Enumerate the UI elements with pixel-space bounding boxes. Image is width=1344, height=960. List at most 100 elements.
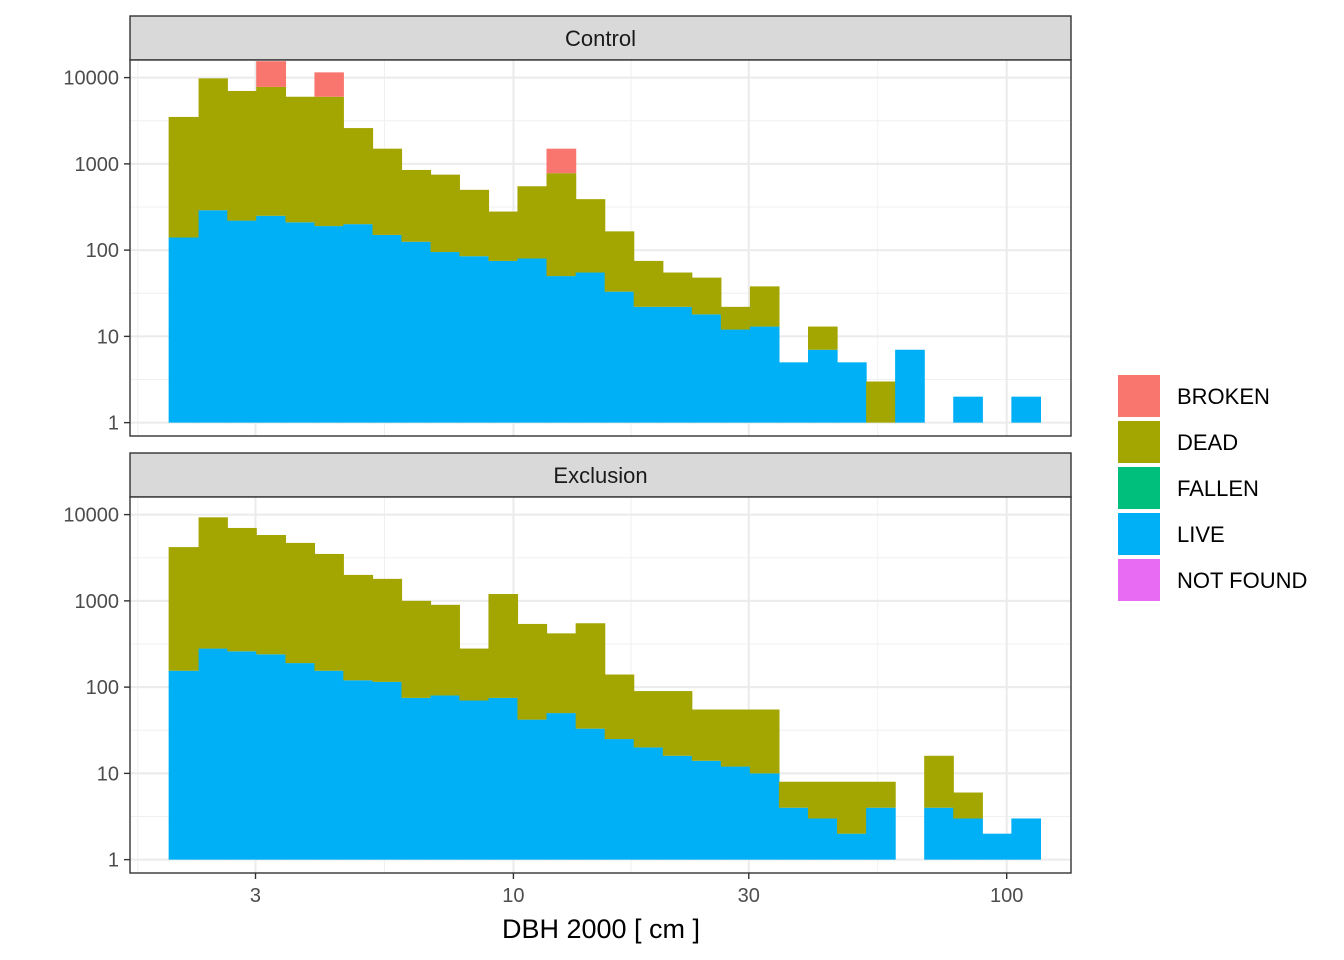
bar-live [749, 773, 780, 860]
bar-broken [314, 72, 344, 97]
bar-dead [662, 691, 693, 756]
bar-dead [488, 211, 519, 261]
bar-live [633, 747, 664, 860]
x-tick-label: 30 [738, 885, 760, 907]
bar-live [982, 833, 1012, 860]
bars [168, 61, 1041, 423]
bar-live [778, 362, 809, 423]
bar-live [749, 326, 780, 423]
bar-dead [924, 755, 954, 808]
bar-dead [343, 574, 374, 681]
bar-dead [459, 648, 490, 701]
bar-dead [488, 594, 519, 698]
bar-live [343, 680, 374, 860]
bar-live [372, 234, 403, 423]
bar-live [691, 314, 722, 423]
panel-border [129, 59, 1072, 437]
bars [168, 517, 1041, 860]
bar-dead [168, 116, 200, 238]
legend-key-dead [1118, 421, 1160, 463]
legend-label: DEAD [1177, 430, 1238, 455]
bar-dead [604, 674, 635, 740]
bar-live [285, 663, 316, 860]
facet-panels: Control 1 10 100 1000 10000 Exclusion 1 10 100 100… [63, 15, 1072, 874]
bar-dead [691, 277, 722, 315]
y-tick-label: 1 [108, 850, 119, 872]
legend-key-broken [1118, 375, 1160, 417]
bar-live [459, 700, 490, 860]
x-tick-label: 100 [990, 885, 1023, 907]
bar-live [1011, 396, 1041, 423]
bar-live [953, 818, 983, 860]
bar-live [198, 648, 228, 860]
bar-live [227, 220, 257, 423]
legend-label: NOT FOUND [1177, 568, 1307, 593]
bar-dead [517, 623, 548, 720]
bar-dead [343, 128, 374, 225]
bar-live [575, 272, 606, 423]
bar-live [924, 807, 954, 860]
bar-live [778, 807, 809, 860]
bar-dead [691, 709, 722, 761]
bar-dead [372, 148, 403, 235]
y-tick-label: 10 [97, 326, 119, 348]
y-axis: 1 10 100 1000 10000 [63, 68, 130, 435]
facet-strip-label: Exclusion [553, 463, 647, 488]
y-tick-label: 10000 [63, 68, 119, 90]
bar-live [604, 739, 635, 860]
bar-dead [227, 527, 257, 652]
bar-dead [807, 326, 838, 350]
bar-live [953, 396, 983, 423]
bar-dead [256, 86, 287, 216]
y-tick-label: 100 [86, 240, 119, 262]
bar-live [720, 329, 751, 423]
bar-dead [401, 169, 432, 242]
x-tick-label: 3 [250, 885, 261, 907]
bar-live [837, 362, 867, 423]
facet-strip [129, 452, 1072, 498]
bar-dead [749, 709, 780, 774]
x-axis: 3 10 30 100 [250, 873, 1023, 907]
x-tick-label: 10 [502, 885, 524, 907]
bar-live [604, 291, 635, 423]
bar-live [227, 651, 257, 860]
bar-live [168, 670, 200, 860]
bar-live [691, 760, 722, 860]
bar-dead [285, 542, 316, 664]
bar-dead [198, 78, 228, 211]
bar-live [459, 256, 490, 423]
y-axis: 1 10 100 1000 10000 [63, 505, 130, 872]
bar-live [285, 222, 316, 423]
bar-dead [575, 623, 606, 729]
legend-label: BROKEN [1177, 384, 1270, 409]
bar-dead [837, 781, 867, 834]
bar-dead [227, 90, 257, 221]
bar-live [168, 237, 200, 423]
bar-dead [866, 381, 896, 423]
bar-dead [778, 781, 809, 808]
bar-dead [953, 792, 983, 819]
y-tick-label: 100 [86, 677, 119, 699]
y-tick-label: 10 [97, 763, 119, 785]
bar-live [662, 306, 693, 423]
bar-live [488, 697, 519, 860]
bar-live [517, 258, 548, 423]
y-tick-label: 1000 [75, 154, 120, 176]
bar-dead [633, 260, 664, 307]
bar-live [837, 833, 867, 860]
bar-broken [546, 148, 577, 174]
bar-dead [459, 189, 490, 257]
y-tick-label: 10000 [63, 505, 119, 527]
bar-dead [662, 272, 693, 307]
bar-live [198, 210, 228, 423]
bar-dead [401, 600, 432, 698]
bar-live [807, 349, 838, 423]
bar-live [546, 713, 577, 860]
facet-exclusion: Exclusion 1 10 100 1000 10000 [63, 452, 1072, 874]
bar-live [633, 306, 664, 423]
bar-dead [546, 633, 577, 714]
bar-dead [430, 174, 460, 253]
bar-live [401, 241, 432, 423]
y-tick-label: 1 [108, 413, 119, 435]
